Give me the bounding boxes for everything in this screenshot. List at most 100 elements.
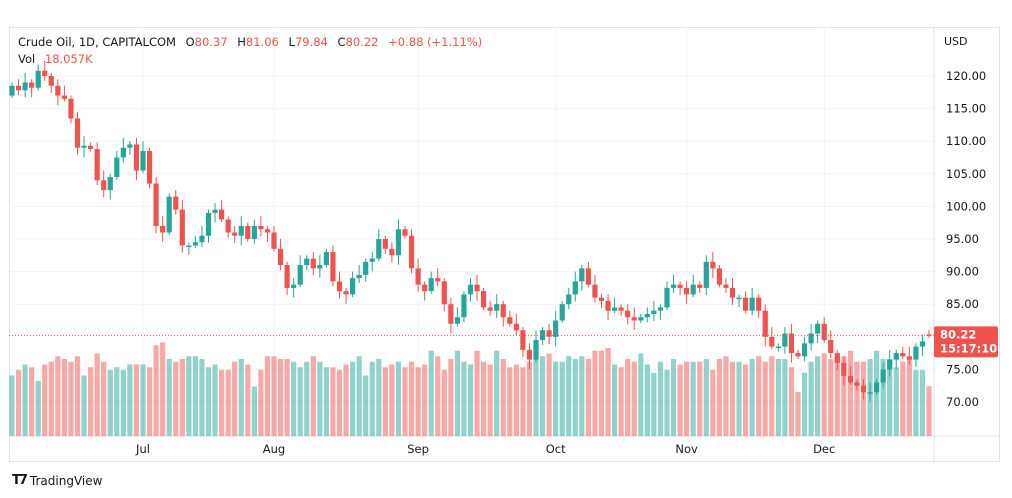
- volume-bar: [376, 359, 382, 436]
- candle-body: [729, 287, 736, 298]
- candle-body: [81, 145, 87, 148]
- candle-body: [35, 70, 41, 88]
- candle-body: [166, 196, 172, 233]
- volume-bar: [743, 364, 749, 436]
- candlestick-chart[interactable]: 120.00 115.00 110.00 105.00 100.00 95.00 90.00…: [9, 27, 1000, 462]
- volume-bar: [644, 364, 650, 436]
- volume-bar: [415, 367, 421, 436]
- volume-bar: [454, 350, 460, 436]
- candle-body: [638, 317, 644, 321]
- candle-body: [356, 274, 362, 279]
- candle-body: [422, 284, 428, 292]
- volume-bar: [146, 367, 153, 436]
- volume-bar: [500, 359, 506, 436]
- volume-bar: [729, 361, 736, 436]
- price-tick-label: 75.00: [946, 362, 979, 376]
- candle-body: [769, 336, 775, 347]
- candle-body: [212, 209, 218, 213]
- candle-body: [127, 144, 133, 148]
- volume-bar: [723, 356, 729, 436]
- volume-label[interactable]: Vol: [18, 52, 36, 66]
- candle-body: [350, 278, 356, 295]
- volume-bar: [277, 359, 284, 436]
- volume-bar: [690, 361, 696, 436]
- volume-bar: [336, 370, 343, 436]
- candle-body: [107, 177, 113, 191]
- candle-body: [474, 284, 480, 292]
- candle-body: [893, 353, 899, 360]
- volume-bar: [61, 359, 67, 436]
- volume-bar: [487, 364, 493, 436]
- candle-body: [887, 359, 893, 370]
- tradingview-brand[interactable]: T7 TradingView: [12, 473, 102, 488]
- volume-bar: [441, 370, 447, 436]
- volume-bar: [173, 361, 179, 436]
- volume-bar: [284, 359, 290, 436]
- candle-body: [481, 291, 487, 308]
- candle-body: [199, 235, 205, 243]
- price-tick-label: 85.00: [946, 297, 979, 311]
- volume-bar: [186, 356, 192, 436]
- candle-body: [369, 258, 375, 262]
- candle-body: [55, 85, 61, 96]
- volume-bar: [559, 361, 565, 436]
- candle-body: [736, 297, 742, 300]
- candle-body: [336, 281, 343, 292]
- candle-body: [376, 239, 382, 259]
- candle-body: [219, 209, 225, 220]
- candle-body: [762, 310, 768, 337]
- volume-bar: [74, 356, 81, 436]
- candle-body: [277, 248, 284, 266]
- candle-body: [520, 330, 526, 350]
- candle-body: [880, 369, 886, 383]
- candle-body: [120, 147, 126, 158]
- candle-body: [454, 317, 460, 324]
- volume-bar: [297, 367, 303, 436]
- candle-body: [749, 297, 755, 311]
- candle-body: [513, 323, 519, 331]
- volume-bar: [389, 364, 395, 436]
- candle-body: [828, 340, 834, 354]
- candle-body: [579, 268, 585, 282]
- volume-bar: [494, 350, 500, 436]
- volume-bar: [369, 361, 375, 436]
- volume-bar: [219, 370, 225, 436]
- volume-bar: [133, 364, 140, 436]
- candle-body: [389, 248, 395, 256]
- volume-bar: [782, 359, 788, 436]
- volume-bar: [670, 359, 677, 436]
- candle-body: [245, 225, 251, 239]
- candle-body: [382, 239, 388, 249]
- candle-body: [631, 317, 637, 321]
- candle-body: [553, 320, 559, 337]
- volume-bar: [926, 386, 932, 436]
- volume-bar: [160, 342, 166, 436]
- volume-bar: [48, 361, 54, 436]
- volume-bar: [435, 356, 441, 436]
- candle-body: [258, 225, 264, 230]
- volume-bar: [828, 359, 834, 436]
- candle-body: [330, 252, 336, 282]
- candle-body: [114, 157, 120, 178]
- volume-bar: [291, 361, 297, 436]
- volume-bar: [35, 381, 41, 436]
- volume-bar: [710, 370, 716, 436]
- volume-bar: [592, 350, 598, 436]
- candle-body: [775, 346, 781, 349]
- candle-body: [271, 232, 277, 249]
- candle-body: [448, 304, 454, 324]
- candle-body: [559, 304, 565, 321]
- candle-body: [146, 150, 153, 184]
- symbol-title[interactable]: Crude Oil, 1D, CAPITALCOM: [18, 35, 176, 49]
- volume-bar: [382, 367, 388, 436]
- candle-body: [238, 225, 244, 236]
- volume-bar: [625, 359, 631, 436]
- volume-bar: [801, 372, 808, 436]
- volume-bar: [697, 361, 703, 436]
- volume-bar: [638, 353, 644, 436]
- volume-bar: [841, 356, 847, 436]
- volume-bar: [520, 367, 526, 436]
- candle-body: [572, 281, 578, 295]
- candle-body: [363, 261, 369, 275]
- volume-bar: [153, 345, 159, 436]
